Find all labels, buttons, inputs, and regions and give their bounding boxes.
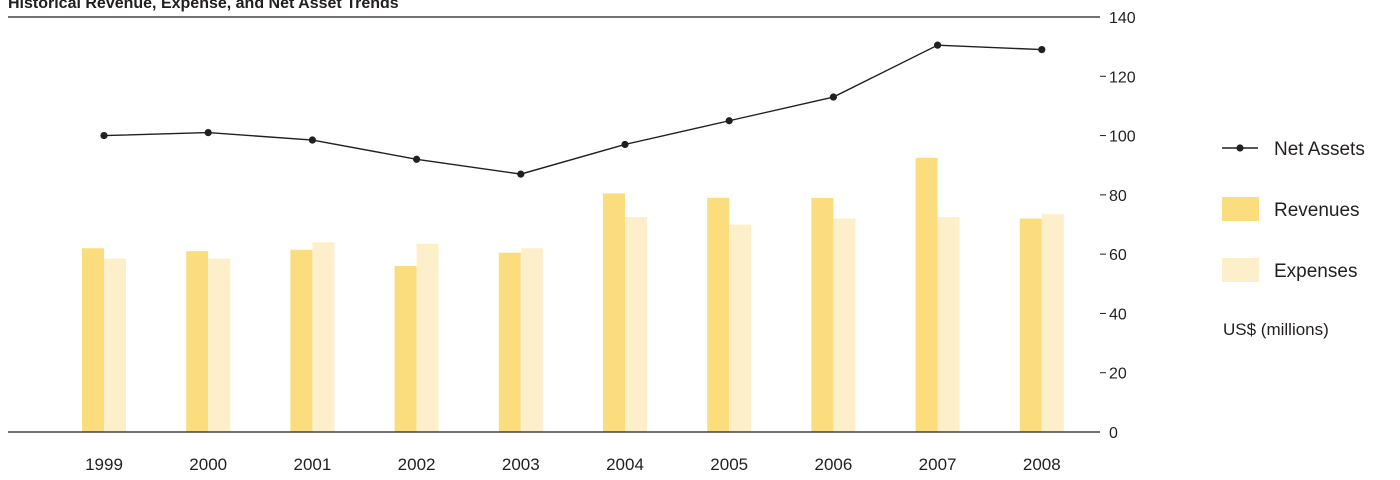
expenses-bar-2004 [625,217,647,432]
bars-layer [82,157,1064,432]
expenses-bar-2007 [937,217,960,432]
y-tick-label-40: 40 [1109,306,1127,323]
net-assets-point-1999 [100,131,108,140]
net-assets-point-2004 [621,140,629,149]
y-tick-label-100: 100 [1109,129,1136,146]
revenues-bar-2005 [707,197,730,432]
expenses-bar-2008 [1041,214,1064,432]
net-assets-line [103,44,1042,175]
net-assets-point-2003 [517,170,525,178]
x-tick-label-2002: 2002 [398,455,436,474]
text-layer: Historical Revenue, Expense, and Net Ass… [8,0,1329,474]
legend: Net Assets Revenues Expenses [1222,139,1365,282]
revenues-bar-2001 [290,249,313,432]
legend-net-assets-swatch-dot [1236,144,1244,152]
legend-expenses-label: Expenses [1274,261,1357,282]
revenues-bar-2003 [498,252,521,432]
y-tick-label-140: 140 [1109,10,1136,27]
x-tick-label-2007: 2007 [919,455,957,474]
x-tick-label-2005: 2005 [710,455,748,474]
y-tick-label-60: 60 [1109,247,1127,264]
expenses-bar-2003 [520,248,543,432]
legend-revenues-label: Revenues [1274,200,1360,221]
net-assets-point-2005 [725,117,733,125]
y-tick-label-20: 20 [1109,366,1127,383]
y-tick-label-0: 0 [1109,425,1118,442]
x-tick-label-2008: 2008 [1023,455,1061,474]
net-assets-point-2001 [308,136,316,144]
x-tick-label-2001: 2001 [293,455,331,474]
legend-expenses-swatch [1222,258,1259,282]
net-assets-point-2002 [413,155,421,163]
net-assets-point-2008 [1038,46,1046,54]
expenses-bar-1999 [104,258,126,432]
x-tick-label-2000: 2000 [189,455,227,474]
axis-layer [8,16,1106,433]
net-assets-point-2000 [204,129,212,137]
x-tick-label-2003: 2003 [502,455,540,474]
revenues-bar-2004 [603,193,625,432]
x-tick-label-2006: 2006 [814,455,852,474]
revenues-bar-2007 [915,157,938,432]
revenues-bar-1999 [82,248,104,432]
net-assets-point-2007 [934,41,942,49]
expenses-bar-2000 [208,258,231,432]
y-tick-label-120: 120 [1109,69,1136,86]
revenues-bar-2006 [811,197,834,432]
legend-net-assets-label: Net Assets [1274,139,1365,160]
net-assets-point-2006 [829,93,838,101]
revenues-bar-2008 [1019,218,1042,432]
revenues-bar-2000 [186,251,209,432]
unit-label: US$ (millions) [1223,320,1329,339]
expenses-bar-2001 [312,242,335,432]
x-tick-label-2004: 2004 [606,455,644,474]
x-tick-label-1999: 1999 [85,455,123,474]
legend-revenues-swatch [1222,197,1259,221]
chart-title: Historical Revenue, Expense, and Net Ass… [8,0,399,12]
expenses-bar-2005 [729,224,752,432]
expenses-bar-2002 [416,243,439,432]
line-layer [100,41,1046,178]
expenses-bar-2006 [833,218,856,432]
revenues-bar-2002 [394,266,417,432]
y-tick-label-80: 80 [1109,188,1127,205]
